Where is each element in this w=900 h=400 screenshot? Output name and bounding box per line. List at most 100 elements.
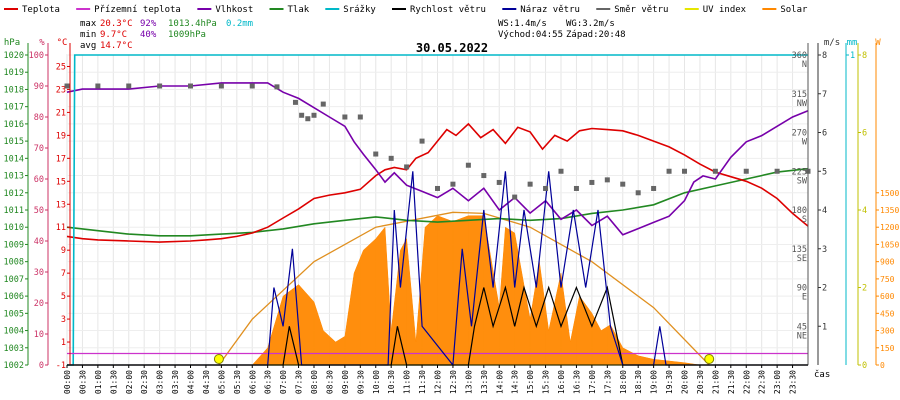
wind-dir-point-28 [573, 185, 579, 191]
axis-humidity-tick-label-4: 40 [34, 237, 44, 247]
series-teplota [66, 122, 809, 243]
wind-dir-point-1 [95, 83, 101, 89]
axis-pressure-tick-label-7: 1009 [4, 240, 24, 250]
axis-wind-speed-tick-label-5: 6 [822, 129, 827, 139]
axis-wind-dir-value-7: 360 [792, 51, 807, 61]
x-tick-label-33: 16:30 [572, 370, 581, 394]
stat-avg-label: avg [80, 41, 96, 51]
x-tick-label-29: 14:30 [511, 370, 520, 394]
wind-dir-point-26 [543, 185, 549, 191]
wind-dir-point-30 [604, 177, 610, 183]
x-axis-label: čas [814, 369, 830, 380]
legend-label-5: Rychlost větru [410, 5, 486, 15]
x-tick-label-22: 11:00 [403, 370, 412, 394]
x-tick-label-35: 17:30 [603, 370, 612, 394]
axis-temperature-tick-label-13: 25 [56, 62, 66, 72]
axis-uv-tick-label-1: 2 [862, 284, 867, 294]
axis-wind-dir-value-1: 90 [797, 284, 807, 294]
axis-pressure-tick-label-0: 1002 [4, 361, 24, 371]
x-tick-label-36: 18:00 [619, 370, 628, 394]
x-tick-label-6: 03:00 [156, 370, 165, 394]
stat-sunset: Západ:20:48 [566, 30, 626, 40]
wind-dir-point-7 [274, 84, 280, 90]
axis-temperature-tick-label-0: -1 [56, 361, 66, 371]
wind-dir-point-32 [635, 190, 641, 196]
stats-panel: max 20.3°C 92% 1013.4hPa 0.2mm min 9.7°C… [80, 19, 626, 51]
x-tick-label-30: 15:00 [526, 370, 535, 394]
stat-min-label: min [80, 30, 96, 40]
stat-rain: 0.2mm [226, 19, 253, 29]
axis-pressure-tick-label-10: 1012 [4, 189, 24, 199]
legend-label-1: Přízemní teplota [94, 5, 181, 15]
stat-max-hum: 92% [140, 19, 157, 29]
wind-dir-point-17 [404, 164, 410, 170]
legend-label-7: Směr větru [614, 5, 668, 15]
axis-humidity-tick-label-1: 10 [34, 330, 44, 340]
x-tick-label-16: 08:00 [310, 370, 319, 394]
axis-solar-tick-label-0: 0 [880, 361, 885, 370]
axis-wind-speed-tick-label-7: 8 [822, 51, 827, 61]
axis-temperature-tick-label-10: 19 [56, 131, 66, 141]
stat-avg-temp: 14.7°C [100, 41, 133, 51]
wind-dir-point-24 [512, 194, 518, 200]
sunset-marker [704, 354, 715, 364]
axis-temperature-tick-label-2: 3 [61, 315, 66, 325]
wind-dir-point-36 [712, 168, 718, 174]
wind-dir-point-0 [64, 83, 70, 89]
wind-dir-point-6 [249, 83, 255, 89]
wind-dir-point-35 [682, 168, 687, 174]
wind-dir-point-38 [774, 168, 780, 174]
x-tick-label-20: 10:00 [372, 370, 381, 394]
wind-dir-point-3 [157, 83, 163, 89]
x-tick-label-47: 23:30 [789, 370, 798, 394]
sunrise-marker [213, 354, 224, 364]
x-tick-label-41: 20:30 [696, 370, 705, 394]
x-tick-label-0: 00:00 [63, 370, 72, 394]
axis-solar-tick-label-10: 1500 [880, 189, 899, 198]
series-vlhkost [66, 82, 809, 236]
axis-rain-tick-label-0: 1 [850, 51, 855, 61]
axis-wind-speed-tick-label-6: 7 [822, 90, 827, 100]
x-tick-label-12: 06:00 [248, 370, 257, 394]
axis-temperature-tick-label-3: 5 [61, 292, 66, 302]
axis-solar-tick-label-7: 1050 [880, 240, 899, 249]
axis-humidity-tick-label-9: 90 [34, 82, 44, 92]
stat-max-label: max [80, 19, 97, 29]
chart-title: 30.05.2022 [416, 41, 488, 55]
axis-solar-tick-label-5: 750 [880, 275, 895, 284]
axis-wind-dir-compass-7: N [802, 60, 807, 70]
wind-dir-point-2 [126, 83, 132, 89]
x-tick-label-23: 11:30 [418, 370, 427, 394]
axis-wind-speed-tick-label-2: 3 [822, 245, 827, 255]
axis-pressure-tick-label-16: 1018 [4, 85, 24, 95]
axis-pressure-tick-label-6: 1008 [4, 258, 24, 268]
x-tick-label-32: 16:00 [557, 370, 566, 394]
stat-ws: WS:1.4m/s [498, 19, 547, 29]
axis-wind-speed-tick-label-0: 1 [822, 322, 827, 332]
axis-temperature-tick-label-8: 15 [56, 177, 66, 187]
x-tick-label-24: 12:00 [434, 370, 443, 394]
x-tick-label-40: 20:00 [681, 370, 690, 394]
legend-label-0: Teplota [22, 5, 60, 15]
axis-humidity-unit: % [39, 38, 45, 48]
wind-dir-point-33 [651, 185, 657, 191]
stat-wg: WG:3.2m/s [566, 19, 615, 29]
wind-dir-point-12 [320, 101, 326, 107]
axis-solar-tick-label-6: 900 [880, 258, 895, 267]
axis-humidity-tick-label-10: 100 [29, 51, 44, 61]
axis-pressure-tick-label-2: 1004 [4, 327, 24, 337]
axis-humidity-tick-label-7: 70 [34, 144, 44, 154]
x-tick-label-42: 21:00 [711, 370, 720, 394]
axis-temperature-unit: °C [57, 38, 68, 48]
x-tick-label-26: 13:00 [464, 370, 473, 394]
x-tick-label-18: 09:00 [341, 370, 350, 394]
axis-humidity-tick-label-6: 60 [34, 175, 44, 185]
x-tick-label-21: 10:30 [387, 370, 396, 394]
legend: Teplota Přízemní teplota Vlhkost Tlak Srážky… [4, 5, 808, 15]
axis-temperature-tick-label-9: 17 [56, 154, 66, 164]
series-sun-curve [218, 211, 710, 366]
x-tick-label-2: 01:00 [94, 370, 103, 394]
axis-wind-dir-value-0: 45 [797, 322, 807, 332]
axis-wind-speed-tick-label-4: 5 [822, 167, 827, 177]
wind-dir-point-25 [527, 181, 533, 187]
